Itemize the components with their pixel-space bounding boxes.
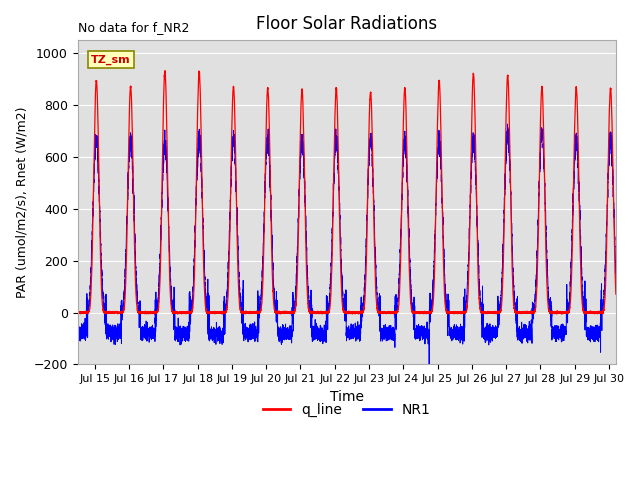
q_line: [320, 309, 328, 315]
Legend: q_line, NR1: q_line, NR1: [257, 397, 436, 422]
q_line: [216, 311, 224, 316]
q_line: [74, 310, 81, 315]
NR1: [622, 333, 630, 339]
q_line: [243, 309, 250, 315]
q_line: [622, 309, 630, 315]
q_line: [76, 311, 84, 317]
Line: q_line: q_line: [77, 71, 626, 314]
NR1: [486, 333, 493, 339]
q_line: [161, 68, 169, 74]
NR1: [504, 121, 511, 127]
NR1: [216, 324, 223, 330]
q_line: [552, 311, 560, 317]
X-axis label: Time: Time: [330, 390, 364, 404]
Text: TZ_sm: TZ_sm: [91, 55, 131, 65]
Title: Floor Solar Radiations: Floor Solar Radiations: [256, 15, 437, 33]
NR1: [93, 141, 100, 147]
NR1: [320, 331, 328, 337]
NR1: [74, 331, 81, 336]
NR1: [426, 361, 433, 367]
Y-axis label: PAR (umol/m2/s), Rnet (W/m2): PAR (umol/m2/s), Rnet (W/m2): [15, 107, 28, 298]
Line: NR1: NR1: [77, 124, 626, 364]
NR1: [243, 329, 250, 335]
q_line: [93, 84, 101, 90]
q_line: [486, 309, 493, 315]
Text: No data for f_NR2: No data for f_NR2: [77, 21, 189, 34]
NR1: [552, 336, 560, 342]
